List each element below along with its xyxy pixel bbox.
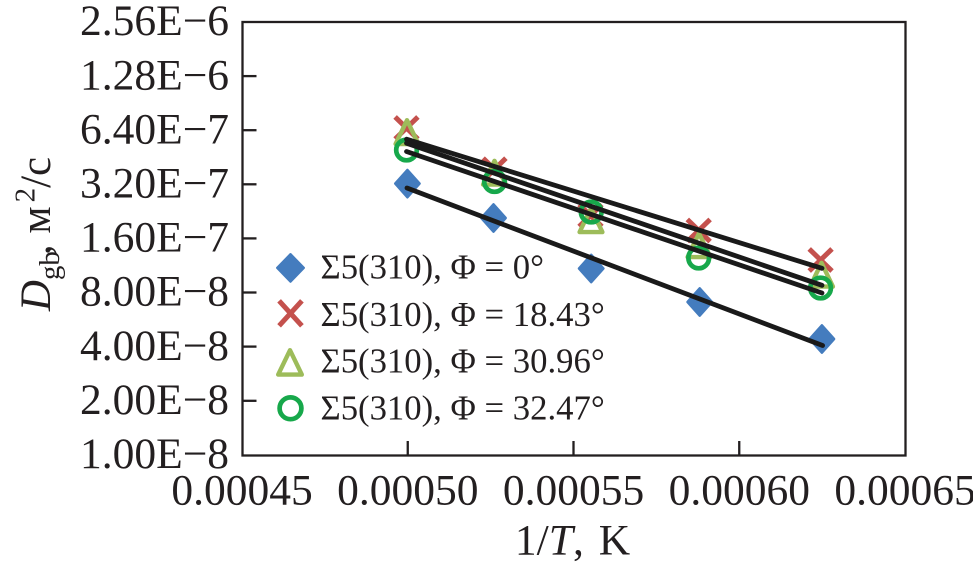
svg-text:4.00E−8: 4.00E−8 (80, 322, 229, 370)
svg-text:1.60E−7: 1.60E−7 (80, 214, 229, 262)
svg-text:0.00050: 0.00050 (337, 467, 478, 515)
svg-text:6.40E−7: 6.40E−7 (80, 105, 229, 153)
svg-text:1.28E−6: 1.28E−6 (80, 51, 229, 99)
svg-text:2.00E−8: 2.00E−8 (80, 376, 229, 424)
svg-text:Σ5(310), Φ = 32.47°: Σ5(310), Φ = 32.47° (321, 388, 605, 427)
svg-text:0.00060: 0.00060 (669, 467, 810, 515)
svg-text:1.00E−8: 1.00E−8 (80, 430, 229, 478)
svg-text:Σ5(310), Φ = 0°: Σ5(310), Φ = 0° (321, 248, 545, 287)
svg-text:1/T, K: 1/T, K (515, 517, 630, 565)
svg-text:3.20E−7: 3.20E−7 (80, 160, 229, 208)
svg-text:Σ5(310), Φ = 18.43°: Σ5(310), Φ = 18.43° (321, 295, 605, 334)
svg-text:0.00045: 0.00045 (171, 467, 312, 515)
svg-text:0.00065: 0.00065 (834, 467, 973, 515)
svg-text:0.00055: 0.00055 (503, 467, 644, 515)
svg-text:8.00E−8: 8.00E−8 (80, 268, 229, 316)
svg-text:Σ5(310), Φ = 30.96°: Σ5(310), Φ = 30.96° (321, 342, 605, 381)
svg-text:Dgb, м2/с: Dgb, м2/с (10, 157, 67, 312)
svg-text:2.56E−6: 2.56E−6 (80, 0, 229, 45)
